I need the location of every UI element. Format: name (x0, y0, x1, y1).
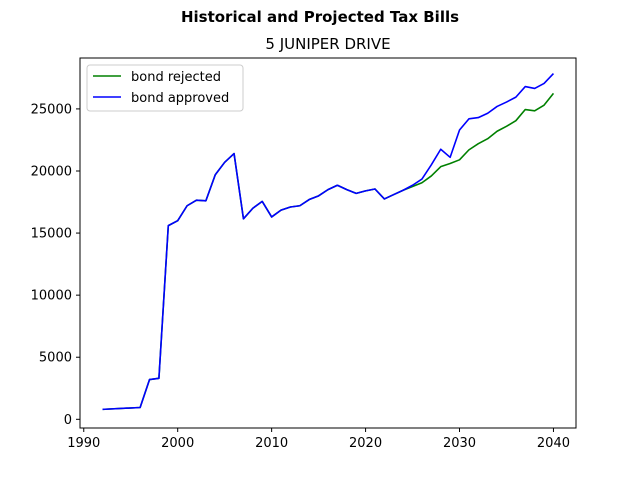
x-tick-label: 2010 (255, 436, 288, 451)
x-tick-label: 2040 (537, 436, 570, 451)
legend-frame (86, 64, 244, 112)
series-line-bond-rejected (102, 92, 555, 411)
x-axis: 1990 2000 2010 2020 2030 2040 (67, 428, 570, 451)
x-tick-label: 2020 (349, 436, 382, 451)
legend-label-bond-rejected: bond rejected (131, 70, 221, 85)
chart-title: 5 JUNIPER DRIVE (265, 35, 390, 53)
x-tick-label: 1990 (67, 436, 100, 451)
y-tick-label: 0 (64, 413, 72, 428)
y-tick-label: 5000 (39, 351, 72, 366)
figure-suptitle: Historical and Projected Tax Bills (181, 8, 459, 26)
legend: bond rejected bond approved (86, 64, 244, 112)
series-layer (102, 72, 555, 411)
legend-label-bond-approved: bond approved (131, 91, 229, 106)
y-tick-label: 15000 (31, 227, 72, 242)
x-tick-label: 2030 (443, 436, 476, 451)
y-axis: 0 5000 10000 15000 20000 25000 (31, 102, 80, 428)
x-tick-label: 2000 (161, 436, 194, 451)
series-line-bond-approved (102, 72, 555, 411)
plot-frame (79, 57, 577, 429)
y-tick-label: 10000 (31, 289, 72, 304)
y-tick-label: 20000 (31, 164, 72, 179)
y-tick-label: 25000 (31, 102, 72, 117)
